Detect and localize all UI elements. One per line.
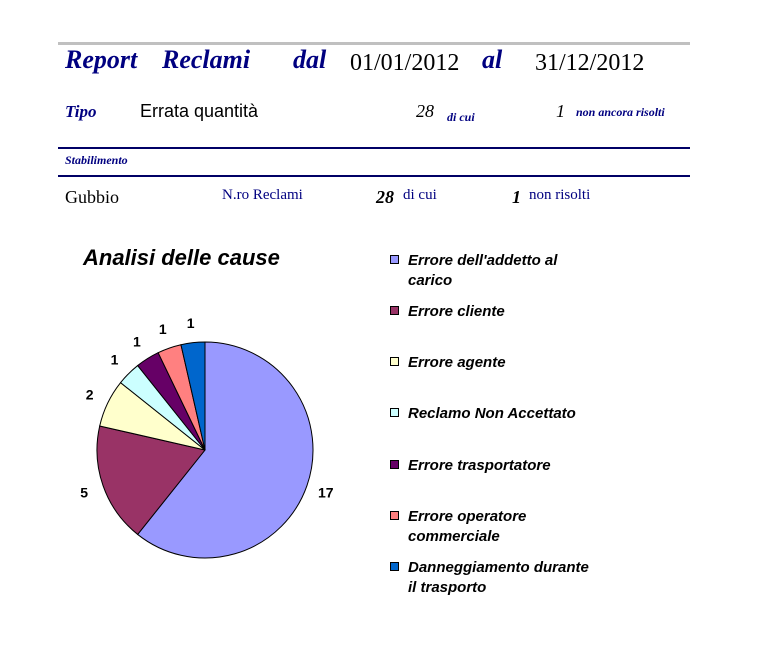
stabilimento-unresolved-label: non risolti [529,187,591,203]
label-dal: dal [293,45,327,74]
pie-data-label: 1 [133,334,141,350]
pie-slice [180,341,206,451]
legend-label: Errore dell'addetto al carico [408,252,558,289]
tipo-label: Tipo [65,102,97,121]
tipo-value: Errata quantità [140,101,259,121]
tipo-unresolved: 1 [556,101,565,121]
stabilimento-label: Stabilimento [65,153,128,167]
stabilimento-name: Gubbio [65,187,119,207]
stabilimento-count: 28 [376,187,394,207]
pie-slice [96,425,206,536]
stabilimento-top-rule [58,147,690,149]
legend-swatch [390,255,399,264]
title-reclami: Reclami [162,45,251,74]
tipo-count: 28 [416,101,434,121]
date-to: 31/12/2012 [535,50,645,76]
legend-label: Reclamo Non Accettato [408,405,576,422]
date-from: 01/01/2012 [350,50,460,76]
stabilimento-bottom-rule [58,175,690,177]
pie-data-label: 1 [111,351,119,367]
stabilimento-nro-label: N.ro Reclami [222,187,303,203]
chart-title: Analisi delle cause [83,245,280,270]
stabilimento-di-cui: di cui [403,187,437,203]
label-al: al [482,45,503,74]
legend-label: Errore trasportatore [408,457,551,474]
tipo-unresolved-label: non ancora risolti [576,105,665,119]
legend-swatch [390,408,399,417]
legend-label: Errore operatore commerciale [408,508,527,545]
legend-swatch [390,460,399,469]
tipo-di-cui: di cui [447,110,475,124]
title-report: Report [65,45,138,74]
legend-swatch [390,357,399,366]
pie-data-label: 2 [86,386,94,402]
pie-data-label: 17 [318,484,334,500]
legend-swatch [390,562,399,571]
header-top-rule [58,42,690,45]
legend-label: Errore cliente [408,303,505,320]
pie-slice [136,341,314,559]
stabilimento-unresolved: 1 [512,187,521,207]
pie-data-label: 1 [159,321,167,337]
legend-swatch [390,306,399,315]
legend-label: Errore agente [408,354,506,371]
legend-label: Danneggiamento durante il trasporto [408,559,589,596]
pie-data-label: 1 [187,315,195,331]
pie-data-label: 5 [80,484,88,500]
legend-swatch [390,511,399,520]
